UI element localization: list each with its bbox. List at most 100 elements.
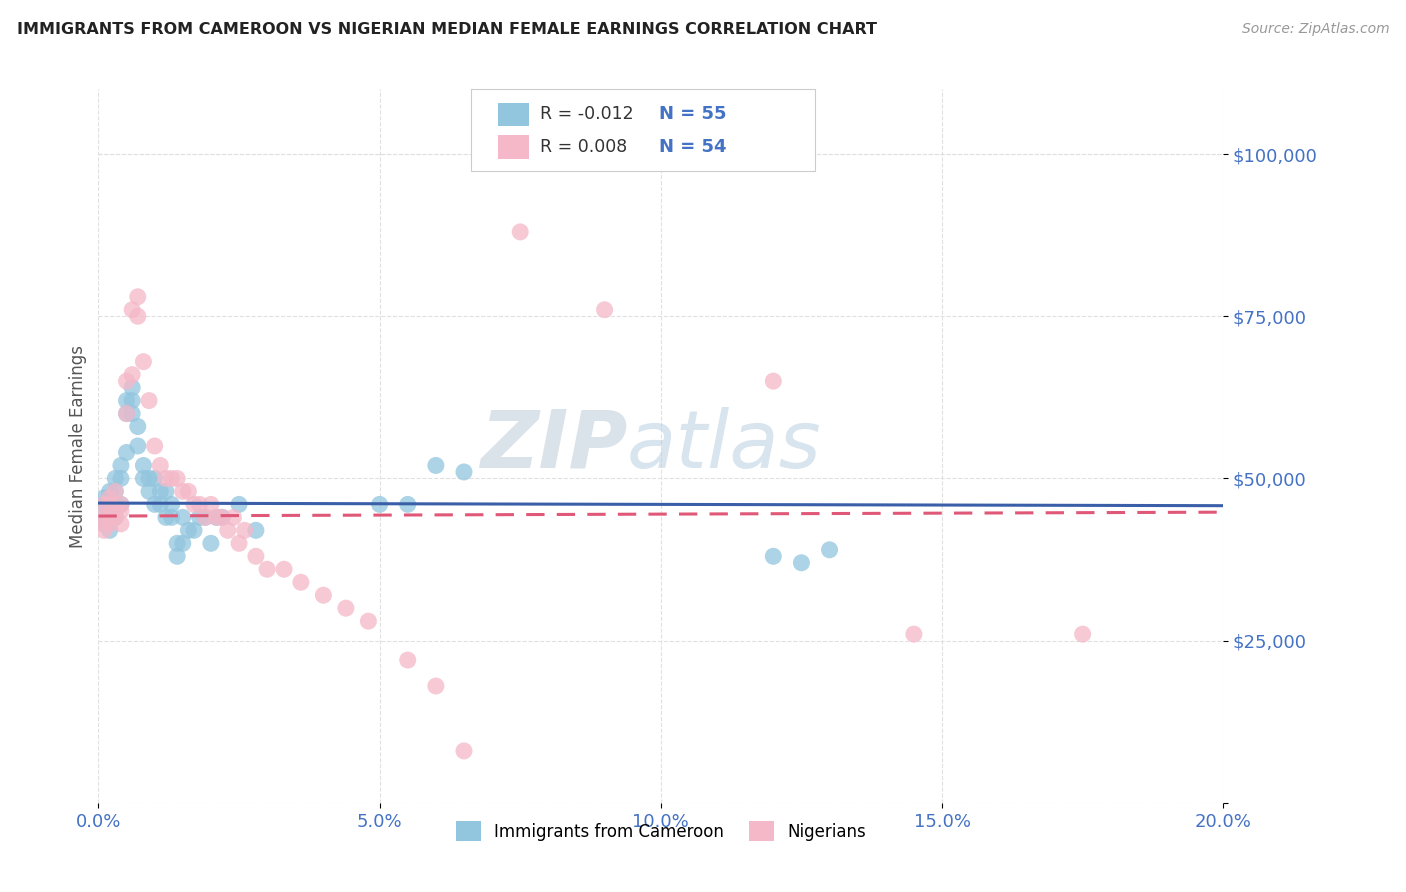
Point [160,497,183,511]
Point [1071,627,1094,641]
Point [143,497,166,511]
Text: IMMIGRANTS FROM CAMEROON VS NIGERIAN MEDIAN FEMALE EARNINGS CORRELATION CHART: IMMIGRANTS FROM CAMEROON VS NIGERIAN MED… [17,22,877,37]
Point [98,504,121,518]
Point [177,484,200,499]
Point [121,407,143,421]
Point [183,497,205,511]
Point [172,510,194,524]
Legend: Immigrants from Cameroon, Nigerians: Immigrants from Cameroon, Nigerians [449,814,873,848]
Point [200,536,222,550]
Text: R = -0.012: R = -0.012 [540,105,634,123]
Point [98,497,121,511]
Point [127,419,149,434]
Point [509,225,531,239]
Point [98,491,121,505]
Point [194,510,217,524]
Text: Source: ZipAtlas.com: Source: ZipAtlas.com [1241,22,1389,37]
Point [149,458,172,473]
Point [172,484,194,499]
Point [762,549,785,564]
Point [115,407,138,421]
Point [233,524,256,538]
Point [110,516,132,531]
Point [217,524,239,538]
Point [205,510,228,524]
Point [93,497,115,511]
Point [312,588,335,602]
Point [121,393,143,408]
Point [104,497,127,511]
Point [104,484,127,499]
Point [98,510,121,524]
Point [138,393,160,408]
Point [188,510,211,524]
Point [110,471,132,485]
Point [149,484,172,499]
Point [228,536,250,550]
Point [93,516,115,531]
Point [143,439,166,453]
Point [425,458,447,473]
Point [110,497,132,511]
Point [127,310,149,324]
Point [121,368,143,382]
Point [172,536,194,550]
Point [256,562,278,576]
Point [115,374,138,388]
Point [790,556,813,570]
Point [143,471,166,485]
Point [93,524,115,538]
Text: atlas: atlas [627,407,823,485]
Point [110,497,132,511]
Point [115,393,138,408]
Point [121,381,143,395]
Text: N = 54: N = 54 [659,138,727,156]
Point [138,484,160,499]
Point [166,471,188,485]
Point [228,497,250,511]
Point [98,491,121,505]
Point [104,504,127,518]
Point [104,484,127,499]
Point [98,524,121,538]
Point [98,484,121,499]
Point [132,458,155,473]
Point [155,510,177,524]
Point [200,497,222,511]
Text: R = 0.008: R = 0.008 [540,138,627,156]
Y-axis label: Median Female Earnings: Median Female Earnings [69,344,87,548]
Point [818,542,841,557]
Point [104,510,127,524]
Point [425,679,447,693]
Point [93,510,115,524]
Point [93,491,115,505]
Point [211,510,233,524]
Point [205,510,228,524]
Point [166,536,188,550]
Point [93,497,115,511]
Point [357,614,380,628]
Point [194,510,217,524]
Point [155,471,177,485]
Point [104,471,127,485]
Point [160,510,183,524]
Point [121,302,143,317]
Point [188,497,211,511]
Point [903,627,925,641]
Text: N = 55: N = 55 [659,105,727,123]
Point [222,510,245,524]
Point [762,374,785,388]
Point [335,601,357,615]
Point [132,354,155,368]
Point [453,744,475,758]
Point [149,497,172,511]
Point [110,458,132,473]
Point [396,497,419,511]
Point [273,562,295,576]
Point [127,439,149,453]
Point [245,524,267,538]
Point [245,549,267,564]
Point [115,445,138,459]
Point [396,653,419,667]
Point [98,516,121,531]
